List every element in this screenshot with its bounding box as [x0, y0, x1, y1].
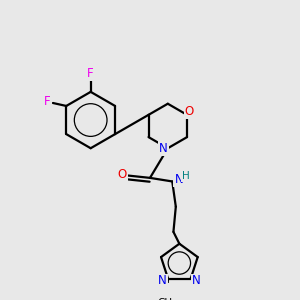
Text: O: O [118, 168, 127, 182]
Text: F: F [44, 95, 51, 108]
Text: N: N [174, 173, 183, 186]
Text: F: F [87, 67, 94, 80]
Text: N: N [158, 274, 167, 287]
Text: CH₃: CH₃ [158, 298, 177, 300]
Text: N: N [159, 142, 168, 155]
Text: N: N [192, 274, 200, 287]
Text: H: H [182, 171, 190, 181]
Text: O: O [185, 105, 194, 118]
